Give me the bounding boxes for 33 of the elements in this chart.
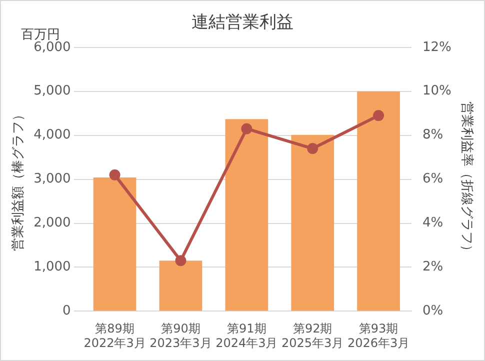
y-tick-label: 5,000	[34, 84, 71, 99]
y-axis-title: 営業利益額（棒グラフ）	[11, 108, 26, 251]
x-tick-label: 第93期 2026年3月	[347, 322, 410, 350]
chart-title: 連結営業利益	[192, 12, 294, 33]
x-tick-label: 第89期 2022年3月	[84, 322, 146, 350]
point	[307, 143, 318, 154]
y2-tick-label: 10%	[422, 84, 452, 99]
bar	[291, 134, 334, 311]
y-tick-label: 2,000	[34, 216, 71, 231]
text: 百万円	[20, 27, 60, 42]
point	[175, 255, 186, 266]
y2-tick-label: 2%	[422, 260, 444, 275]
y2-tick-label: 0%	[422, 304, 444, 319]
x-tick-label: 第92期 2025年3月	[282, 322, 344, 350]
y-tick-label: 1,000	[34, 260, 71, 275]
y-tick-label: 3,000	[34, 172, 71, 187]
y-tick-label: 6,000	[34, 40, 71, 55]
point	[373, 110, 384, 122]
y2-tick-label: 6%	[422, 172, 444, 187]
bar	[93, 178, 136, 311]
y2-tick-label: 12%	[422, 40, 452, 55]
y2-tick-label: 4%	[422, 216, 444, 231]
y-tick-label: 0	[62, 304, 71, 319]
y2-axis-title: 営業利益率（折線グラフ）	[458, 101, 475, 258]
x-tick-label: 第90期 2023年3月	[150, 322, 212, 350]
bar	[225, 119, 268, 311]
bar	[159, 260, 202, 311]
y2-tick-label: 8%	[422, 128, 444, 143]
bar	[357, 91, 400, 311]
y-tick-label: 4,000	[34, 128, 71, 143]
point	[109, 169, 120, 180]
point	[241, 123, 252, 134]
x-tick-label: 第91期 2024年3月	[216, 322, 278, 350]
